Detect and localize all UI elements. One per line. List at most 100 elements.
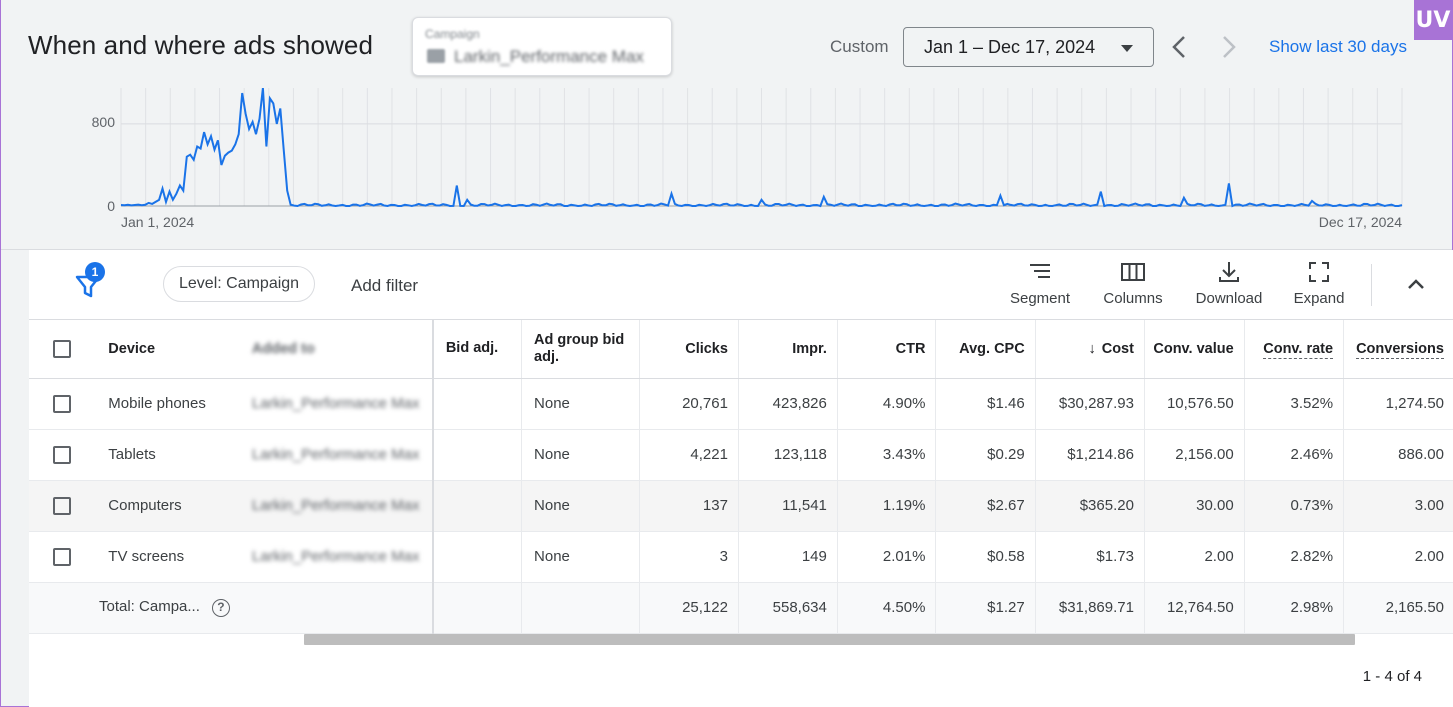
cell-bid-adj[interactable] xyxy=(432,480,523,532)
segment-icon xyxy=(1030,264,1050,278)
horizontal-scrollbar[interactable] xyxy=(304,634,1355,645)
cell-bid-adj[interactable] xyxy=(432,378,523,430)
cell-conversions: 3.00 xyxy=(1343,480,1453,532)
total-ctr: 4.50% xyxy=(837,582,937,634)
add-filter-button[interactable]: Add filter xyxy=(351,276,419,295)
header-conversions[interactable]: Conversions xyxy=(1343,320,1453,379)
page-header: When and where ads showed Campaign Larki… xyxy=(1,0,1452,88)
table-row[interactable]: Tablets Larkin_Performance Max None 4,221 12… xyxy=(29,429,1453,481)
cell-impr: 423,826 xyxy=(738,378,838,430)
cell-cost: $1,214.86 xyxy=(1035,429,1145,481)
header-cost[interactable]: ↓ Cost xyxy=(1035,320,1145,379)
cell-conversions: 886.00 xyxy=(1343,429,1453,481)
expand-label: Expand xyxy=(1293,290,1345,307)
row-checkbox[interactable] xyxy=(53,445,71,464)
table-row[interactable]: Mobile phones Larkin_Performance Max None 2… xyxy=(29,378,1453,430)
total-bid-adj xyxy=(432,582,523,634)
cell-conv-rate: 2.82% xyxy=(1244,531,1345,583)
header-impr[interactable]: Impr. xyxy=(738,320,838,379)
download-button[interactable]: Download xyxy=(1189,260,1269,307)
header-added-to-label: Added to xyxy=(251,340,315,357)
total-clicks: 25,122 xyxy=(639,582,739,634)
cell-clicks: 3 xyxy=(639,531,739,583)
cell-ad-group-bid-adj: None xyxy=(521,531,641,583)
campaign-selector[interactable]: Campaign Larkin_Performance Max xyxy=(412,17,672,76)
toolbar-divider xyxy=(1371,264,1372,306)
cell-cost: $365.20 xyxy=(1035,480,1145,532)
cell-avg-cpc: $2.67 xyxy=(935,480,1036,532)
cell-conv-rate: 0.73% xyxy=(1244,480,1345,532)
cell-bid-adj[interactable] xyxy=(432,429,523,481)
row-select-cell xyxy=(29,378,97,430)
cell-conv-value: 2.00 xyxy=(1144,531,1245,583)
cell-ad-group-bid-adj: None xyxy=(521,480,641,532)
cell-added-to: Larkin_Performance Max xyxy=(239,480,434,532)
cell-added-to-value: Larkin_Performance Max xyxy=(251,548,420,565)
cell-clicks: 4,221 xyxy=(639,429,739,481)
chevron-left-icon xyxy=(1172,36,1185,58)
total-label-cell: Total: Campa...? xyxy=(29,582,240,634)
columns-button[interactable]: Columns xyxy=(1097,260,1169,307)
total-impr: 558,634 xyxy=(738,582,838,634)
table-row[interactable]: TV screens Larkin_Performance Max None 3 149… xyxy=(29,531,1453,583)
header-conv-rate[interactable]: Conv. rate xyxy=(1244,320,1345,379)
total-conv-rate: 2.98% xyxy=(1244,582,1345,634)
show-last-30-days-link[interactable]: Show last 30 days xyxy=(1269,37,1407,56)
header-conv-value[interactable]: Conv. value xyxy=(1144,320,1245,379)
download-icon xyxy=(1219,262,1239,282)
cell-impr: 123,118 xyxy=(738,429,838,481)
row-checkbox[interactable] xyxy=(53,496,71,515)
date-range-value: Jan 1 – Dec 17, 2024 xyxy=(924,37,1096,57)
cell-cost: $1.73 xyxy=(1035,531,1145,583)
help-icon[interactable]: ? xyxy=(211,598,230,617)
columns-icon xyxy=(1121,263,1145,281)
header-clicks[interactable]: Clicks xyxy=(639,320,739,379)
collapse-chart-button[interactable] xyxy=(1404,274,1428,294)
cell-device: Computers xyxy=(96,480,240,532)
pagination-info: 1 - 4 of 4 xyxy=(1362,668,1422,685)
table-row[interactable]: Computers Larkin_Performance Max None 137 11… xyxy=(29,480,1453,532)
x-start-label: Jan 1, 2024 xyxy=(121,214,194,230)
cell-cost: $30,287.93 xyxy=(1035,378,1145,430)
campaign-type-icon xyxy=(427,49,445,63)
header-device[interactable]: Device xyxy=(96,320,240,379)
total-conv-value: 12,764.50 xyxy=(1144,582,1245,634)
cell-conv-value: 10,576.50 xyxy=(1144,378,1245,430)
header-ctr[interactable]: CTR xyxy=(837,320,937,379)
header-bid-adj[interactable]: Bid adj. xyxy=(432,320,523,379)
header-conversions-label: Conversions xyxy=(1356,340,1444,359)
cell-bid-adj[interactable] xyxy=(432,531,523,583)
previous-period-button[interactable] xyxy=(1167,32,1191,62)
header-avg-cpc[interactable]: Avg. CPC xyxy=(935,320,1036,379)
cell-conv-value: 30.00 xyxy=(1144,480,1245,532)
row-select-cell xyxy=(29,429,97,481)
select-all-checkbox[interactable] xyxy=(53,339,71,358)
segment-button[interactable]: Segment xyxy=(1004,260,1076,307)
cell-avg-cpc: $0.29 xyxy=(935,429,1036,481)
row-checkbox[interactable] xyxy=(53,394,71,413)
date-range-type: Custom xyxy=(830,37,889,56)
level-chip[interactable]: Level: Campaign xyxy=(163,266,316,302)
chevron-up-icon xyxy=(1408,279,1424,289)
page-title: When and where ads showed xyxy=(28,30,374,60)
columns-label: Columns xyxy=(1103,290,1163,307)
cell-added-to-value: Larkin_Performance Max xyxy=(251,497,420,514)
cell-added-to-value: Larkin_Performance Max xyxy=(251,446,420,463)
header-ad-group-bid-adj[interactable]: Ad group bid adj. xyxy=(521,320,641,379)
cell-impr: 11,541 xyxy=(738,480,838,532)
cell-ctr: 1.19% xyxy=(837,480,937,532)
table-header-row: Device Added to Bid adj. Ad group bid ad… xyxy=(29,320,1453,379)
cell-device: Mobile phones xyxy=(96,378,240,430)
total-cost: $31,869.71 xyxy=(1035,582,1145,634)
x-end-label: Dec 17, 2024 xyxy=(1319,214,1402,230)
expand-button[interactable]: Expand xyxy=(1283,260,1355,307)
cell-clicks: 20,761 xyxy=(639,378,739,430)
total-avg-cpc: $1.27 xyxy=(935,582,1036,634)
next-period-button[interactable] xyxy=(1217,32,1241,62)
cell-device: TV screens xyxy=(96,531,240,583)
cell-conversions: 2.00 xyxy=(1343,531,1453,583)
cell-added-to: Larkin_Performance Max xyxy=(239,531,434,583)
header-added-to[interactable]: Added to xyxy=(239,320,434,379)
date-range-picker[interactable]: Jan 1 – Dec 17, 2024 xyxy=(903,27,1154,67)
row-checkbox[interactable] xyxy=(53,547,71,566)
